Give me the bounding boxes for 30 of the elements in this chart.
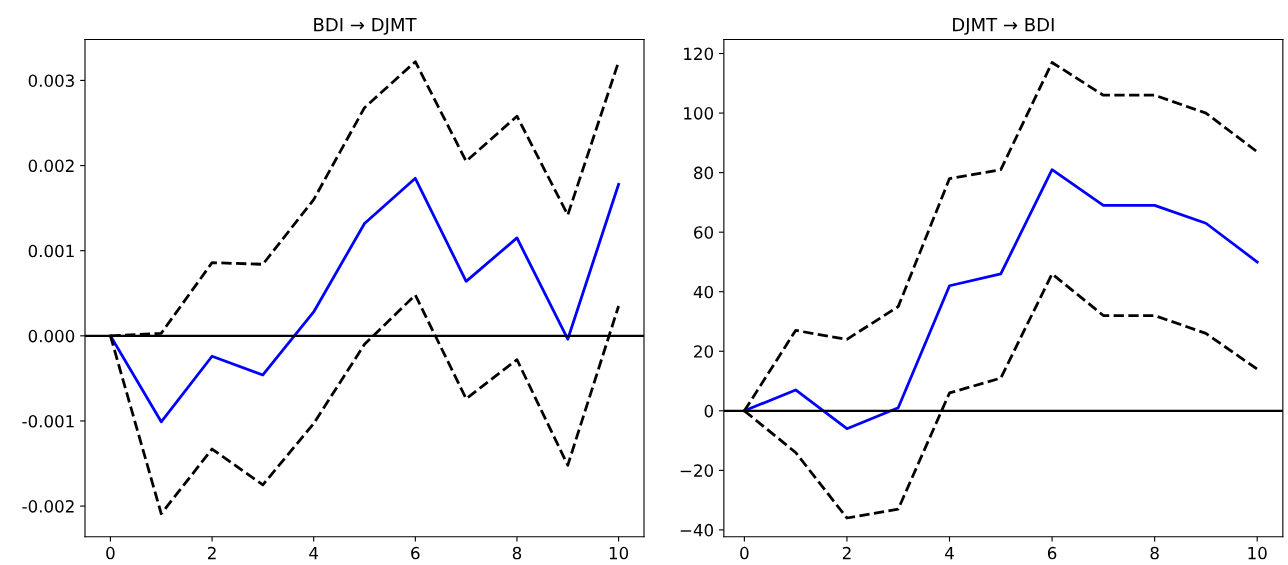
y-tick-label: 0: [704, 404, 714, 418]
y-tick-label: 0.002: [28, 159, 74, 173]
y-tick-label: -0.002: [22, 500, 74, 513]
x-tick-label: 6: [411, 546, 420, 560]
y-tick-label: 80: [694, 166, 714, 180]
y-tick-label: 100: [684, 107, 714, 120]
x-tick-label: 10: [609, 546, 629, 560]
y-tick-label: 40: [693, 285, 714, 299]
y-tick-label: −20: [680, 464, 714, 477]
chart-title: BDI → DJMT: [314, 18, 417, 35]
y-tick-label: 60: [694, 226, 714, 239]
x-tick-label: 0: [740, 546, 749, 560]
y-tick-label: 20: [694, 345, 714, 358]
x-tick-label: 4: [309, 546, 319, 560]
y-tick-label: 0.000: [28, 329, 75, 343]
x-tick-label: 2: [207, 546, 216, 560]
x-tick-label: 0: [106, 546, 115, 560]
line-series: [109, 176, 620, 424]
x-tick-label: 10: [1248, 546, 1267, 560]
x-tick-label: 6: [1047, 546, 1057, 560]
chart-title: DJMT → BDI: [953, 18, 1054, 35]
x-tick-label: 8: [512, 546, 522, 560]
x-tick-label: 2: [842, 546, 851, 560]
y-tick-label: -0.001: [22, 414, 74, 428]
y-tick-label: 120: [684, 47, 714, 61]
y-tick-label: −40: [680, 523, 714, 537]
y-tick-label: 0.001: [28, 244, 74, 258]
x-tick-label: 4: [945, 546, 954, 560]
y-tick-label: 0.003: [28, 74, 74, 87]
x-tick-label: 8: [1150, 546, 1159, 560]
